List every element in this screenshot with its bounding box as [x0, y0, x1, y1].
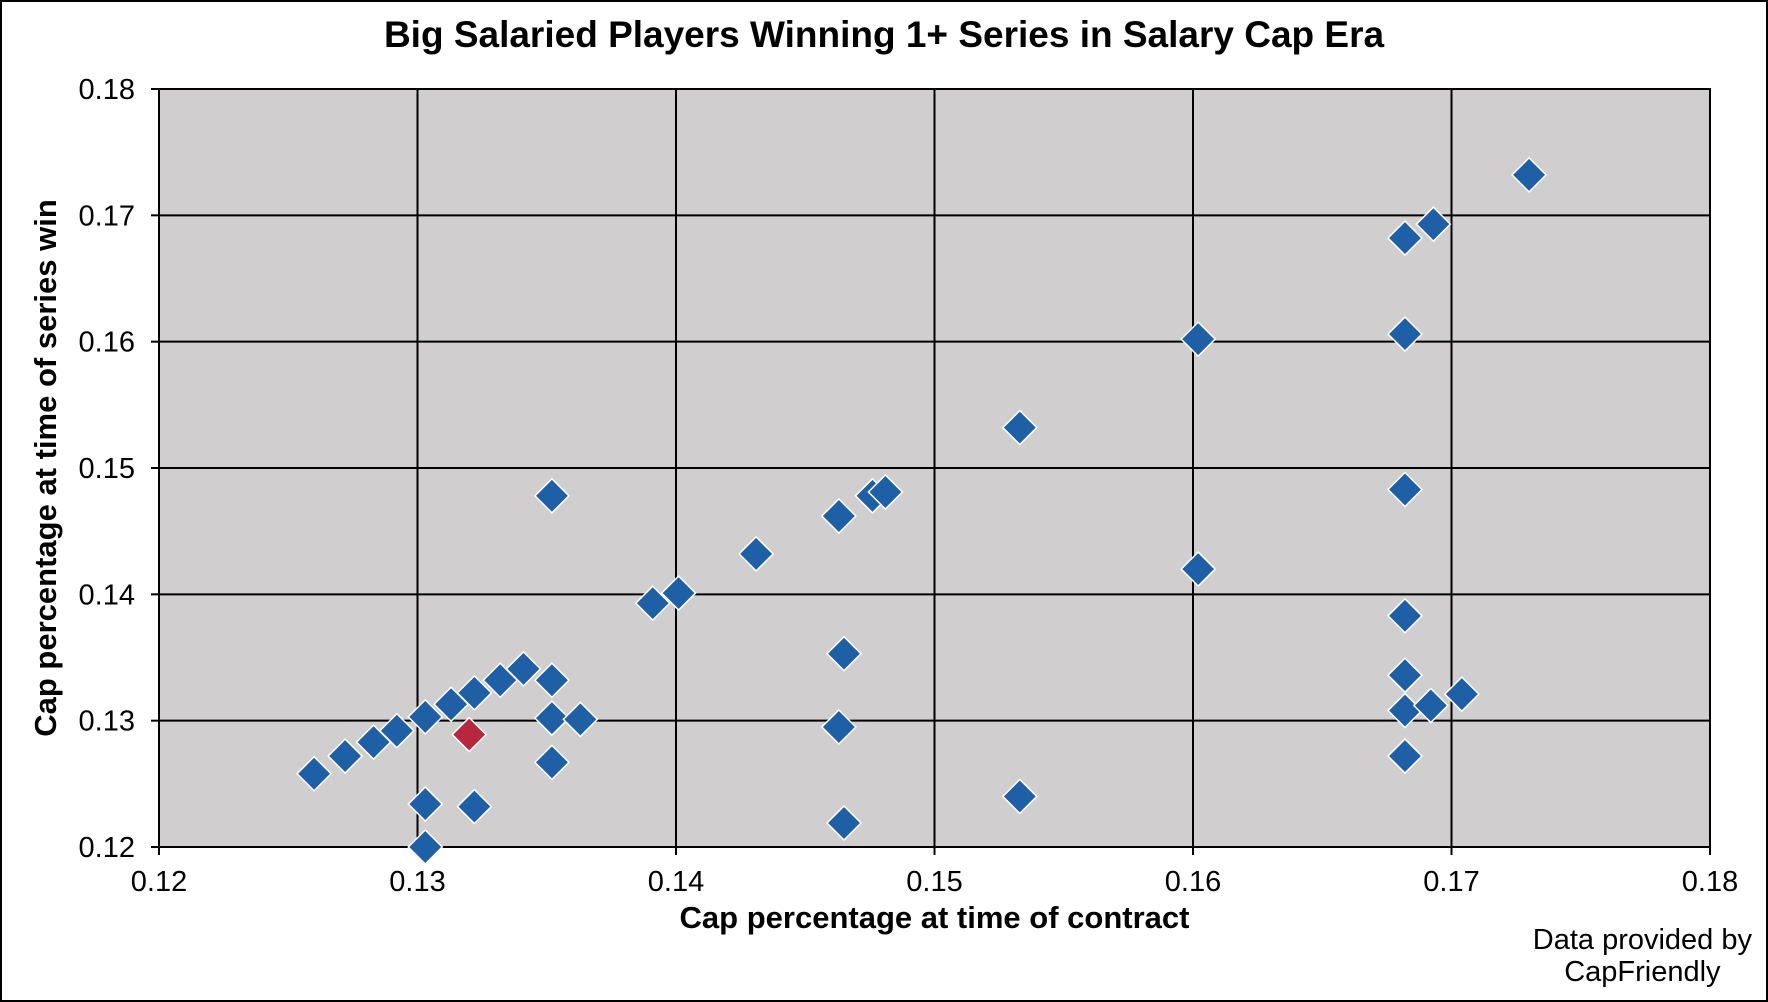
- data-point: [1001, 409, 1038, 446]
- data-point: [634, 585, 671, 622]
- data-point: [1386, 597, 1424, 634]
- x-tick-label: 0.12: [131, 866, 187, 898]
- y-tick-label: 0.16: [79, 327, 135, 359]
- data-point: [378, 712, 415, 749]
- data-point: [407, 828, 444, 866]
- data-point: [505, 650, 542, 687]
- data-point: [1412, 687, 1449, 724]
- data-point: [456, 674, 493, 711]
- data-point: [820, 708, 857, 746]
- y-tick-label: 0.15: [79, 453, 135, 485]
- data-point: [562, 701, 599, 738]
- data-point: [533, 662, 570, 699]
- data-point: [1386, 737, 1424, 775]
- x-tick-label: 0.15: [906, 866, 962, 898]
- x-tick-label: 0.17: [1423, 866, 1479, 898]
- data-point: [825, 635, 863, 672]
- y-tick-label: 0.17: [79, 200, 135, 232]
- data-point: [1415, 206, 1452, 243]
- data-point: [327, 737, 364, 775]
- y-axis-label: Cap percentage at time of series win: [28, 199, 63, 737]
- data-point: [407, 785, 444, 823]
- y-tick-label: 0.13: [79, 706, 135, 738]
- data-point: [1386, 657, 1424, 694]
- y-tick-label: 0.12: [79, 832, 135, 864]
- data-point: [533, 744, 570, 781]
- y-tick-label: 0.14: [79, 579, 135, 611]
- x-tick-label: 0.13: [389, 866, 445, 898]
- data-point: [738, 535, 775, 572]
- data-point: [533, 700, 570, 737]
- data-point: [1443, 676, 1480, 713]
- data-point: [1180, 551, 1217, 588]
- data-point: [407, 698, 444, 735]
- data-point: [820, 497, 857, 535]
- data-point: [660, 575, 697, 612]
- data-point: [533, 477, 570, 514]
- y-tick-label: 0.18: [79, 74, 135, 106]
- data-source-note: Data provided by CapFriendly: [1533, 924, 1752, 988]
- data-point: [1386, 471, 1424, 508]
- data-point: [451, 716, 488, 753]
- data-source-line-2: CapFriendly: [1564, 956, 1721, 988]
- data-point: [1510, 156, 1548, 193]
- data-point: [1001, 778, 1038, 815]
- data-point: [825, 804, 863, 842]
- data-point: [1386, 316, 1424, 353]
- x-tick-label: 0.14: [648, 866, 704, 898]
- data-point: [867, 473, 904, 511]
- data-point: [1180, 321, 1217, 358]
- data-source-line-1: Data provided by: [1532, 924, 1752, 956]
- data-point: [296, 755, 333, 792]
- x-tick-label: 0.16: [1165, 866, 1221, 898]
- x-axis-label: Cap percentage at time of contract: [680, 900, 1190, 935]
- data-point: [1386, 220, 1424, 257]
- chart-title: Big Salaried Players Winning 1+ Series i…: [383, 14, 1385, 55]
- data-point: [456, 788, 493, 825]
- x-tick-label: 0.18: [1682, 866, 1738, 898]
